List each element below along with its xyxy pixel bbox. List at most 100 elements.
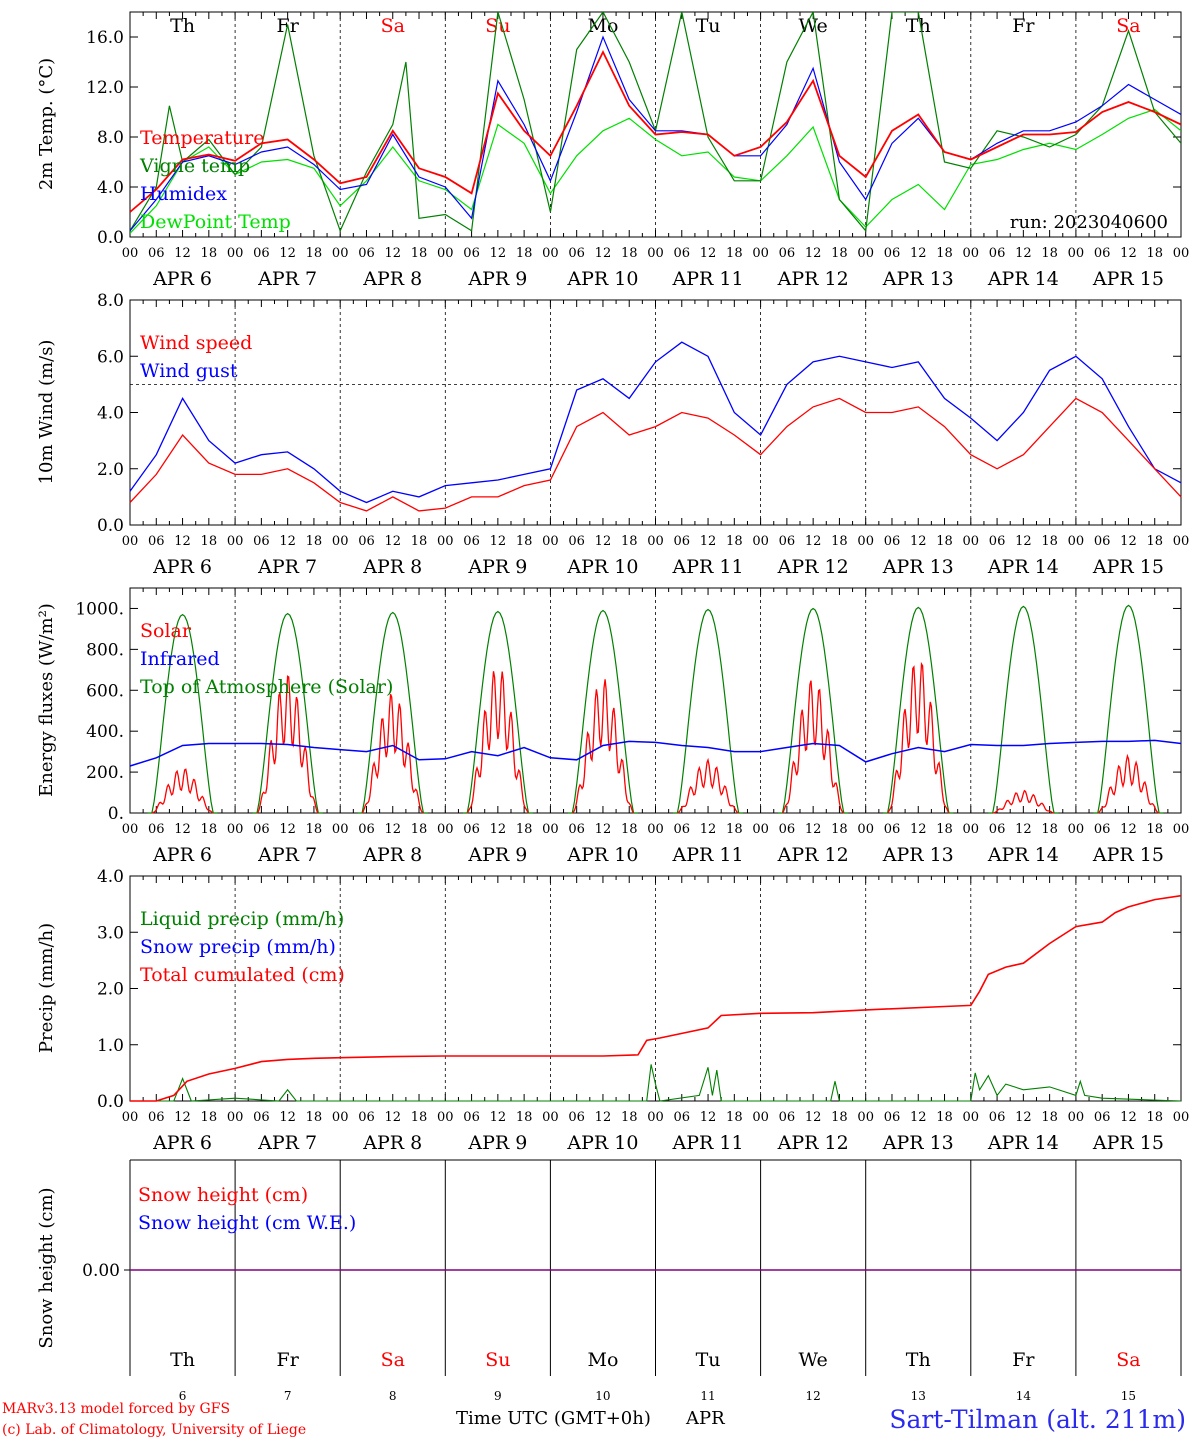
y-tick-label: 0.: [108, 804, 124, 824]
hour-tick-label: 06: [568, 534, 585, 549]
y-tick-label: 0.00: [82, 1261, 120, 1281]
hour-tick-label: 18: [726, 1110, 743, 1125]
hour-tick-label: 12: [700, 822, 717, 837]
hour-tick-label: 00: [1068, 822, 1085, 837]
hour-tick-label: 00: [542, 534, 559, 549]
hour-tick-label: 12: [279, 822, 296, 837]
y-tick-label: 0.0: [97, 228, 124, 248]
hour-tick-label: 18: [936, 822, 953, 837]
hour-tick-label: 00: [647, 822, 664, 837]
hour-tick-label: 06: [674, 246, 691, 261]
hour-tick-label: 06: [148, 1110, 165, 1125]
weekday-label: Sa: [381, 1349, 405, 1371]
hour-tick-label: 06: [358, 246, 375, 261]
legend-entry: Snow height (cm W.E.): [138, 1212, 356, 1234]
date-label: APR 8: [362, 268, 422, 290]
legend-entry: Snow height (cm): [138, 1184, 308, 1206]
hour-tick-label: 12: [1015, 246, 1032, 261]
hour-tick-label: 00: [437, 246, 454, 261]
hour-tick-label: 00: [857, 822, 874, 837]
y-tick-label: 3.0: [97, 923, 124, 943]
solar-flux-day: [151, 768, 214, 814]
hour-tick-label: 18: [1146, 534, 1163, 549]
hour-tick-label: 12: [1120, 534, 1137, 549]
hour-tick-label: 00: [963, 1110, 980, 1125]
hour-tick-label: 06: [253, 1110, 270, 1125]
hour-tick-label: 00: [752, 534, 769, 549]
hour-tick-label: 00: [1068, 534, 1085, 549]
series-line-wind-gust: [129, 341, 1182, 504]
hour-tick-label: 12: [910, 534, 927, 549]
hour-tick-label: 12: [174, 246, 191, 261]
hour-tick-label: 18: [201, 534, 218, 549]
hour-tick-label: 06: [358, 822, 375, 837]
weekday-label: Su: [485, 15, 510, 37]
hour-tick-label: 12: [805, 246, 822, 261]
solar-flux-day: [256, 675, 319, 814]
solar-flux-day: [781, 680, 845, 814]
hour-tick-label: 12: [1120, 246, 1137, 261]
date-label: APR 14: [987, 556, 1059, 578]
hour-tick-label: 00: [1173, 246, 1190, 261]
hour-tick-label: 12: [1120, 1110, 1137, 1125]
weekday-label: Mo: [587, 15, 618, 37]
hour-tick-label: 06: [674, 822, 691, 837]
date-label: APR 12: [777, 556, 849, 578]
toa-solar-arch: [252, 612, 323, 814]
hour-tick-label: 18: [621, 534, 638, 549]
panel-4: 0.0 1.0 2.0 3.0 4.0 Precip (mm/h) 00 06 12 18 00 06…: [36, 867, 1189, 1154]
date-label: APR 6: [152, 1132, 212, 1154]
solar-flux-day: [361, 693, 424, 814]
hour-tick-label: 12: [174, 822, 191, 837]
weekday-label: We: [799, 1349, 828, 1371]
day-number-label: 10: [595, 1389, 610, 1403]
date-label: APR 11: [672, 556, 744, 578]
toa-solar-arch: [883, 606, 954, 814]
solar-flux-day: [466, 671, 530, 814]
temperature-series: [130, 12, 1181, 234]
hour-tick-label: 18: [1041, 1110, 1058, 1125]
hour-tick-label: 12: [384, 1110, 401, 1125]
hour-tick-label: 18: [726, 822, 743, 837]
run-label: run: 2023040600: [1010, 212, 1168, 233]
toa-solar-arch: [1093, 604, 1164, 814]
hour-tick-label: 00: [542, 822, 559, 837]
plot-frame: [129, 587, 1182, 814]
weekday-label: Tu: [696, 15, 721, 37]
hour-tick-label: 18: [201, 822, 218, 837]
date-label: APR 7: [257, 268, 317, 290]
date-label: APR 6: [152, 268, 212, 290]
y-tick-label: 1000.: [75, 599, 124, 619]
day-number-label: 11: [700, 1389, 715, 1403]
hour-tick-label: 06: [463, 534, 480, 549]
y-tick-label: 8.0: [97, 291, 124, 311]
day-number-label: 12: [806, 1389, 821, 1403]
series-line-dewpoint-temp: [130, 108, 1181, 234]
date-label: APR 13: [882, 844, 954, 866]
hour-tick-label: 12: [490, 246, 507, 261]
series-line-temperature: [130, 49, 1181, 213]
credit-lab: (c) Lab. of Climatology, University of L…: [2, 1422, 306, 1438]
y-tick-label: 4.0: [97, 404, 124, 424]
y-axis-label: 2m Temp. (°C): [36, 58, 57, 190]
day-number-label: 6: [179, 1389, 187, 1403]
series-line-infrared: [129, 739, 1182, 767]
date-label: APR 11: [672, 844, 744, 866]
weekday-label: Th: [906, 15, 931, 37]
hour-tick-label: 00: [542, 246, 559, 261]
legend-entry: Solar: [140, 620, 192, 642]
hour-tick-label: 12: [490, 822, 507, 837]
legend-entry: Top of Atmosphere (Solar): [140, 676, 393, 698]
hour-tick-label: 06: [989, 1110, 1006, 1125]
y-tick-label: 2.0: [97, 460, 124, 480]
hour-tick-label: 06: [463, 1110, 480, 1125]
hour-tick-label: 00: [332, 1110, 349, 1125]
hour-tick-label: 12: [1015, 1110, 1032, 1125]
hour-tick-label: 18: [1041, 534, 1058, 549]
hour-tick-label: 12: [805, 822, 822, 837]
hour-tick-label: 00: [1173, 1110, 1190, 1125]
hour-tick-label: 18: [831, 822, 848, 837]
hour-tick-label: 06: [1094, 246, 1111, 261]
day-number-label: 9: [494, 1389, 502, 1403]
y-tick-label: 2.0: [97, 980, 124, 1000]
